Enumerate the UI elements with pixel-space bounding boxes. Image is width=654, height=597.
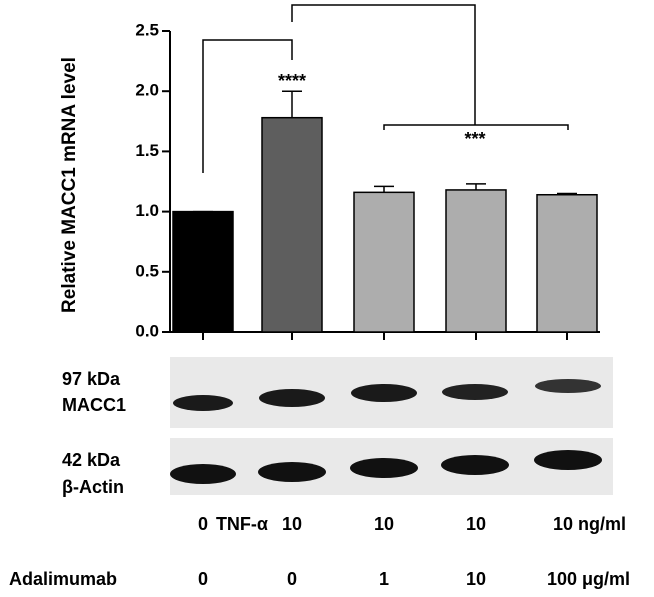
condition-value: 0 xyxy=(287,569,297,589)
blot-macc1 xyxy=(170,357,613,428)
condition-value: 0 xyxy=(198,569,208,589)
blot-label: MACC1 xyxy=(62,395,126,415)
y-tick-label: 0.0 xyxy=(135,321,159,340)
condition-name: TNF-α xyxy=(216,514,268,534)
condition-value: 10 ng/ml xyxy=(553,514,626,534)
condition-value: 10 xyxy=(466,514,486,534)
y-tick-label: 1.0 xyxy=(135,201,159,220)
bracket xyxy=(383,124,569,130)
y-tick-label: 2.0 xyxy=(135,81,159,100)
bar xyxy=(536,193,598,333)
condition-value: 0 xyxy=(198,514,208,534)
y-tick-label: 0.5 xyxy=(135,261,159,280)
condition-value: 10 xyxy=(282,514,302,534)
condition-value: 10 xyxy=(466,569,486,589)
bar xyxy=(445,189,507,333)
bar xyxy=(261,116,323,333)
annotation: **** xyxy=(278,71,306,91)
blot-label: 97 kDa xyxy=(62,369,121,389)
y-tick-label: 2.5 xyxy=(135,20,159,39)
blot-label: β-Actin xyxy=(62,477,124,497)
annotation: *** xyxy=(464,129,485,149)
blot-actin xyxy=(170,438,613,495)
y-tick-label: 1.5 xyxy=(135,141,159,160)
condition-name: Adalimumab xyxy=(9,569,117,589)
condition-value: 100 μg/ml xyxy=(547,569,630,589)
bracket xyxy=(202,39,293,173)
condition-value: 1 xyxy=(379,569,389,589)
condition-value: 10 xyxy=(374,514,394,534)
bar xyxy=(172,210,234,333)
blot-label: 42 kDa xyxy=(62,450,121,470)
y-axis-label: Relative MACC1 mRNA level xyxy=(59,57,80,313)
bracket xyxy=(291,4,476,125)
bar xyxy=(353,191,415,333)
